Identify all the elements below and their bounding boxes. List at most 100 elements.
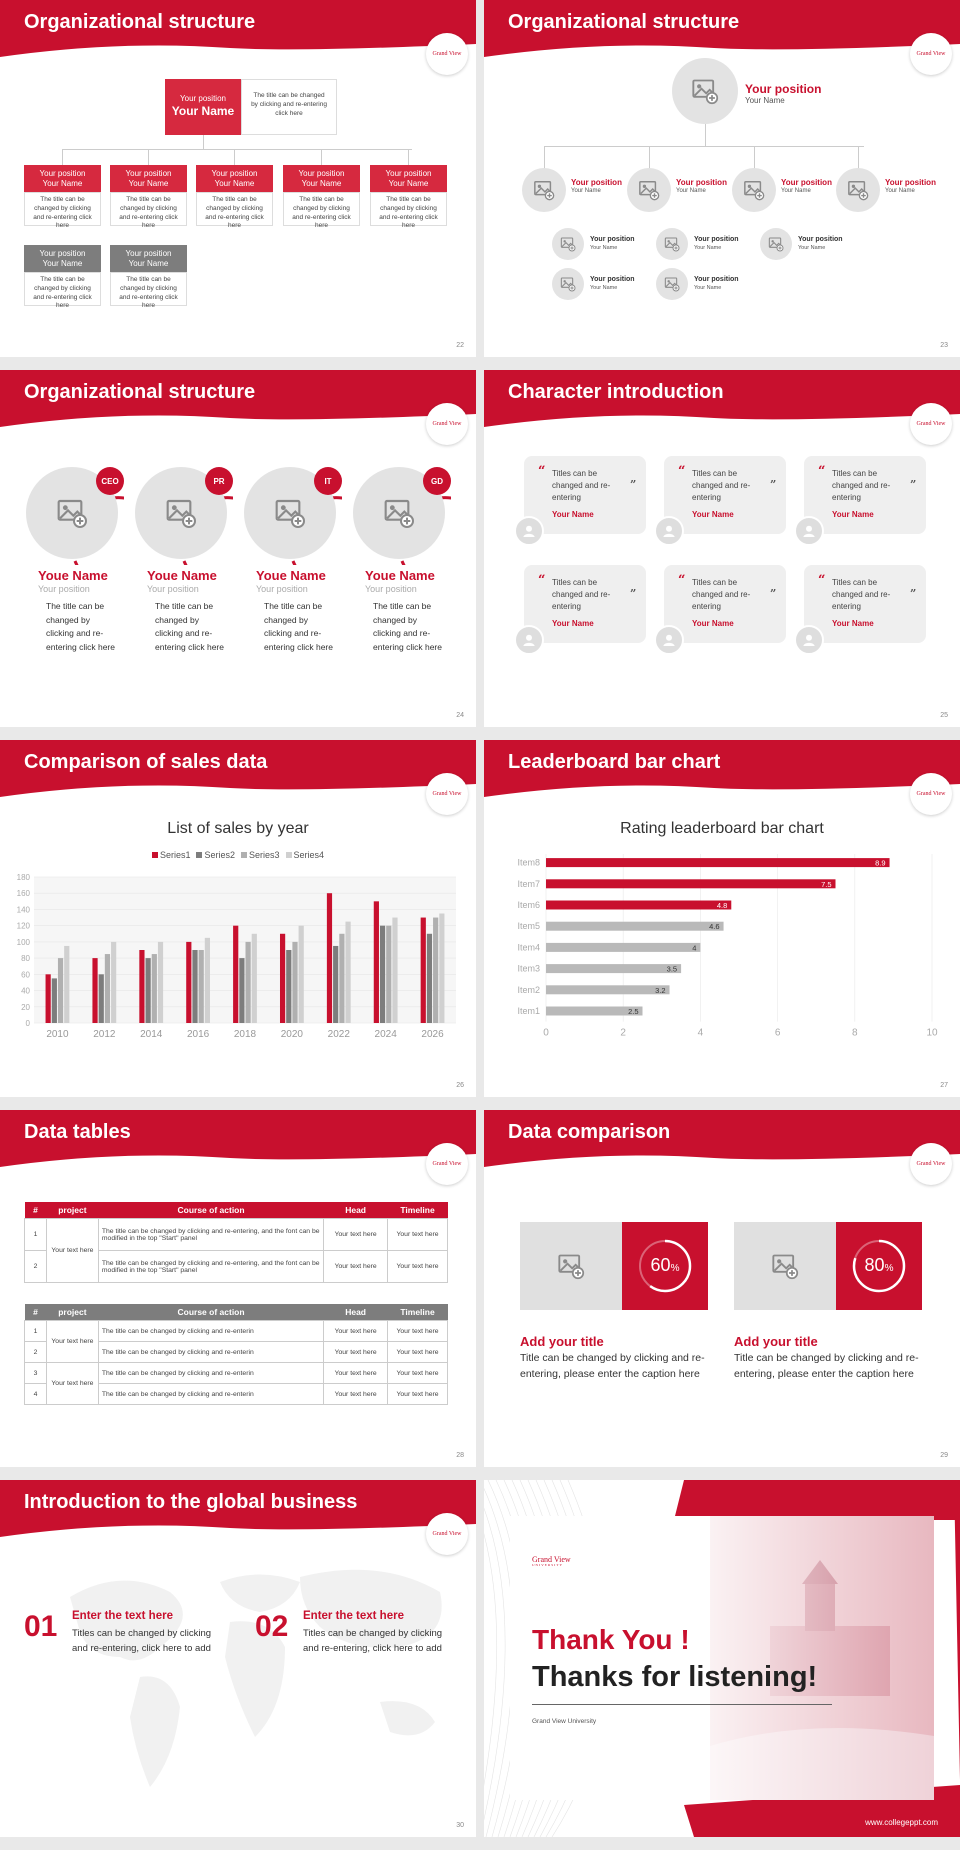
- photo-circle-small: [552, 228, 584, 260]
- table-row: 3 Your text here The title can be changed …: [24, 1362, 448, 1405]
- leaderboard-bar: [546, 879, 836, 889]
- image-placeholder-icon: [692, 79, 719, 105]
- y-tick-label: 0: [26, 1019, 31, 1028]
- name-label: Your Name: [552, 619, 594, 628]
- image-placeholder-icon: [558, 1254, 585, 1280]
- leaderboard-bar: [546, 858, 890, 868]
- page-number: 30: [456, 1822, 464, 1829]
- position-label: Your position: [211, 169, 258, 178]
- position-label: Your position: [39, 169, 86, 178]
- image-placeholder-icon: [768, 237, 784, 252]
- bar-series1: [186, 941, 192, 1023]
- row-number: 2: [24, 1250, 47, 1283]
- desc-text: The title can be changed by clicking and…: [379, 196, 438, 230]
- bar-series1: [326, 893, 333, 1023]
- y-tick-label: 180: [17, 873, 31, 882]
- y-tick-label: Item1: [517, 1006, 540, 1016]
- position-label: Your position: [365, 584, 417, 594]
- name-label: Your Name: [301, 178, 342, 188]
- bar-series1: [420, 917, 426, 1023]
- open-quote-icon: “: [678, 464, 686, 479]
- bar-series4: [298, 925, 304, 1023]
- logo-text: Grand View: [916, 51, 946, 57]
- y-tick-label: 160: [17, 889, 31, 898]
- head-cell: Your text here: [323, 1362, 389, 1384]
- top-description: The title can be changed by clicking and…: [241, 79, 337, 135]
- image-placeholder-icon: [744, 181, 765, 201]
- column-header: #: [33, 1307, 38, 1317]
- table: # project Course of action Head Timeline 1 You…: [24, 1202, 448, 1283]
- timeline-cell: Your text here: [387, 1320, 448, 1342]
- bar-series2: [286, 950, 292, 1023]
- slide-28-tables: Data tables Grand View 28 # project Course of…: [0, 1110, 476, 1467]
- role-badge: CEO: [96, 467, 124, 495]
- bar-value-label: 4: [692, 943, 696, 952]
- name-label: Your Name: [42, 258, 83, 268]
- course-cell: The title can be changed by clicking and…: [97, 1383, 325, 1405]
- page-number: 23: [940, 342, 948, 349]
- x-tick-label: 8: [852, 1028, 858, 1039]
- close-quote-icon: ”: [630, 587, 637, 600]
- position-description: The title can be changed by clicking and…: [283, 192, 360, 229]
- role-text: PR: [213, 476, 225, 486]
- continent-shape: [300, 1569, 442, 1648]
- table-header-row: # project Course of action Head Timeline: [24, 1202, 448, 1219]
- connector-line: [234, 149, 235, 165]
- connector-line: [62, 149, 412, 150]
- position-label: Your position: [298, 169, 345, 178]
- position-label: Your position: [745, 82, 822, 96]
- photo-circle: [627, 168, 671, 212]
- image-placeholder-icon: [384, 499, 414, 528]
- leaderboard-bar: [546, 964, 682, 974]
- website-link[interactable]: www.collegeppt.com: [865, 1818, 938, 1827]
- description-text: The title can be changed by clicking and…: [155, 601, 224, 652]
- timeline-cell: Your text here: [387, 1250, 448, 1283]
- chart-title: Rating leaderboard bar chart: [620, 820, 824, 837]
- open-quote-icon: “: [818, 464, 826, 479]
- user-avatar-icon: [523, 525, 535, 537]
- continent-shape: [380, 1701, 435, 1736]
- x-tick-label: 6: [775, 1028, 781, 1039]
- x-tick-label: 10: [926, 1028, 938, 1039]
- image-placeholder-icon: [772, 1254, 799, 1280]
- slide-header: Leaderboard bar chart: [484, 740, 960, 802]
- x-tick-label: 2022: [328, 1029, 351, 1040]
- desc-text: The title can be changed by clicking and…: [33, 196, 92, 230]
- position-card: Your position Your Name: [24, 245, 101, 272]
- chart-legend: Series1 Series2 Series3 Series4: [0, 850, 476, 860]
- bar-series2: [239, 958, 245, 1023]
- university-logo: Grand View UNIVERSITY: [532, 1556, 571, 1568]
- university-logo: Grand View: [910, 403, 952, 445]
- bar-series2: [379, 925, 386, 1023]
- bar-series3: [151, 954, 157, 1023]
- connector-line: [649, 146, 650, 170]
- position-description: The title can be changed by clicking and…: [196, 192, 273, 229]
- role-text: CEO: [101, 476, 119, 486]
- avatar: [514, 625, 544, 655]
- name-label: Your Name: [676, 188, 706, 194]
- item-number: 01: [24, 1610, 58, 1643]
- x-tick-label: 2016: [187, 1029, 210, 1040]
- name-label: Youe Name: [38, 568, 108, 583]
- bar-series1: [233, 925, 239, 1023]
- x-tick-label: 0: [543, 1028, 549, 1039]
- x-tick-label: 2012: [93, 1029, 116, 1040]
- role-text: IT: [324, 476, 332, 486]
- slide-25-characters: Character introduction Grand View 25 “ Title…: [484, 370, 960, 727]
- legend-item: Series2: [196, 850, 235, 860]
- avatar: [654, 516, 684, 546]
- bar-value-label: 2.5: [628, 1007, 638, 1016]
- quote-text: Titles can be changed and re-entering: [552, 578, 611, 611]
- position-label: Your position: [125, 249, 172, 258]
- table-row: 4 The title can be changed by clicking an…: [24, 1383, 448, 1405]
- divider: [532, 1704, 832, 1705]
- y-tick-label: Item5: [517, 921, 540, 931]
- image-placeholder: [520, 1222, 622, 1310]
- page-number: 26: [456, 1082, 464, 1089]
- logo-text: Grand View: [432, 1161, 462, 1167]
- photo-circle: [732, 168, 776, 212]
- name-label: Your Name: [571, 188, 601, 194]
- desc-text: The title can be changed by clicking and…: [251, 92, 327, 117]
- name-label: Youe Name: [256, 568, 326, 583]
- position-label: Your position: [147, 584, 199, 594]
